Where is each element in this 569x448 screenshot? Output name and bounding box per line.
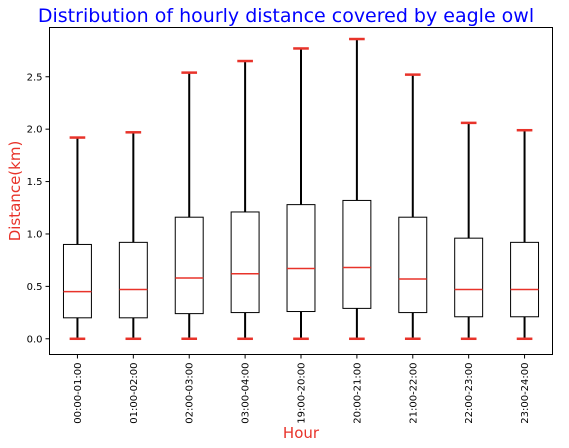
- x-axis-label: Hour: [283, 424, 320, 442]
- box: [230, 211, 260, 314]
- x-tick-label: 01:00-02:00: [129, 363, 140, 424]
- x-tick-label: 22:00-23:00: [464, 363, 475, 424]
- box-group-21:00-22:00: [398, 73, 428, 341]
- box: [454, 237, 484, 318]
- box-group-03:00-04:00: [230, 59, 260, 341]
- box: [398, 216, 428, 314]
- box: [174, 216, 204, 315]
- y-axis: 0.0 0.5 1.0 1.5 2.0 2.5: [27, 72, 50, 345]
- y-axis-label: Distance(km): [6, 141, 24, 242]
- box-group-19:00-20:00: [286, 47, 316, 341]
- box-group-23:00-24:00: [510, 128, 540, 341]
- y-tick-label: 1.0: [27, 229, 43, 240]
- box-group-20:00-21:00: [342, 37, 372, 341]
- x-tick-label: 19:00-20:00: [297, 363, 308, 424]
- y-tick-label: 0.0: [27, 334, 43, 345]
- box-group-01:00-02:00: [118, 131, 148, 341]
- x-tick-label: 02:00-03:00: [185, 363, 196, 424]
- box: [118, 241, 148, 319]
- box-series: [62, 37, 540, 341]
- x-tick-label: 23:00-24:00: [520, 363, 531, 424]
- y-tick-label: 2.5: [27, 72, 43, 83]
- x-tick-label: 03:00-04:00: [241, 363, 252, 424]
- x-tick-label: 21:00-22:00: [408, 363, 419, 424]
- box: [342, 199, 372, 309]
- x-tick-label: 20:00-21:00: [352, 363, 363, 424]
- chart-title: Distribution of hourly distance covered …: [38, 5, 534, 27]
- y-tick-label: 0.5: [27, 282, 43, 293]
- box: [62, 243, 92, 319]
- box-group-00:00-01:00: [62, 136, 92, 341]
- x-tick-label: 00:00-01:00: [73, 363, 84, 424]
- x-axis: 00:00-01:00 01:00-02:00 02:00-03:00 03:00-0…: [73, 354, 531, 424]
- box: [510, 241, 540, 318]
- box-group-22:00-23:00: [454, 121, 484, 341]
- box: [286, 204, 316, 313]
- y-tick-label: 1.5: [27, 177, 43, 188]
- y-tick-label: 2.0: [27, 125, 43, 136]
- box-group-02:00-03:00: [174, 71, 204, 341]
